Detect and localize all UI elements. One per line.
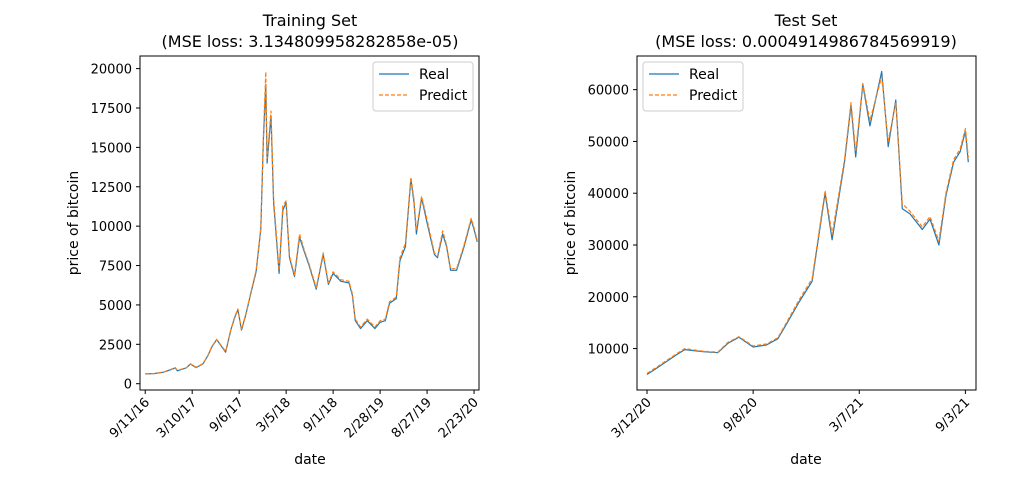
y-axis-ticks: 10000 20000 30000 40000 50000 60000 — [588, 84, 637, 358]
legend-label-real: Real — [419, 67, 449, 83]
legend-label-predict: Predict — [419, 88, 468, 104]
y-tick-label: 20000 — [588, 291, 629, 306]
legend: Real Predict — [372, 61, 474, 112]
y-tick-label: 12500 — [91, 181, 132, 196]
chart-title: Training Set — [262, 11, 358, 30]
axes-frame — [139, 55, 480, 391]
legend-label-real: Real — [689, 67, 719, 83]
y-tick-label: 10000 — [91, 220, 132, 235]
y-tick-label: 0 — [124, 378, 132, 393]
y-tick-label: 60000 — [588, 84, 629, 99]
y-axis-ticks: 0 2500 5000 7500 10000 12500 15000 17500 20000 — [91, 63, 140, 393]
y-tick-label: 30000 — [588, 239, 629, 254]
plot-area — [646, 70, 969, 376]
chart-title: Test Set — [774, 11, 838, 30]
y-tick-label: 20000 — [91, 63, 132, 78]
y-tick-label: 40000 — [588, 187, 629, 202]
y-axis-label: price of bitcoin — [66, 171, 82, 276]
y-tick-label: 2500 — [99, 338, 132, 353]
y-tick-label: 50000 — [588, 135, 629, 150]
x-axis-label: date — [294, 452, 326, 468]
y-axis-label: price of bitcoin — [563, 171, 579, 276]
chart-subtitle: (MSE loss: 0.0004914986784569919) — [655, 32, 957, 51]
y-tick-label: 10000 — [588, 343, 629, 358]
y-tick-label: 15000 — [91, 141, 132, 156]
y-tick-label: 17500 — [91, 102, 132, 117]
legend-label-predict: Predict — [689, 88, 738, 104]
series-line-predict — [646, 76, 969, 374]
chart-subtitle: (MSE loss: 3.134809958282858e-05) — [162, 32, 459, 51]
axes-frame — [636, 55, 977, 391]
plot-area — [145, 71, 478, 375]
y-tick-label: 5000 — [99, 299, 132, 314]
x-axis-label: date — [790, 452, 822, 468]
legend: Real Predict — [642, 61, 744, 112]
y-tick-label: 7500 — [99, 260, 132, 275]
